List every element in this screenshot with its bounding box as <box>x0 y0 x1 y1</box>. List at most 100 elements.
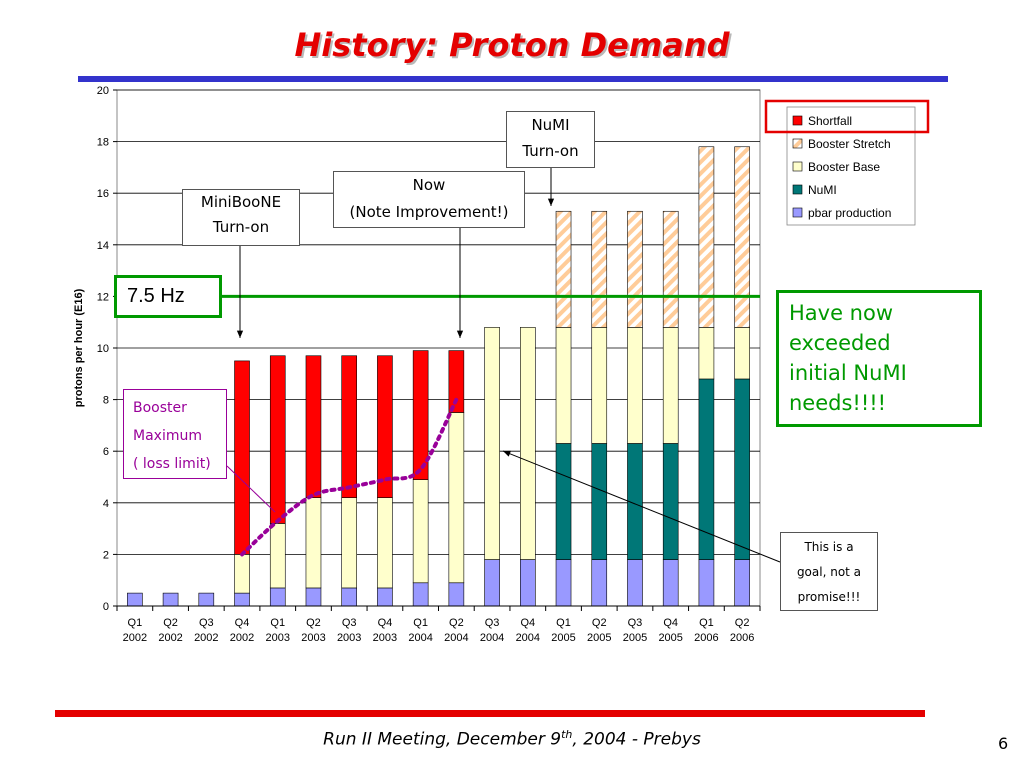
bar-shortfall <box>341 355 357 498</box>
bar-numi <box>591 443 608 560</box>
legend-label: Booster Stretch <box>808 137 891 151</box>
x-tick-label-year: 2002 <box>230 632 254 644</box>
bar-booster-base <box>412 479 429 584</box>
y-tick-label: 2 <box>103 549 109 561</box>
bar-shortfall <box>269 355 286 524</box>
y-tick-label: 0 <box>103 601 109 613</box>
bar-booster-stretch <box>555 210 572 328</box>
x-tick-label-quarter: Q2 <box>592 617 607 629</box>
bar-booster-base <box>520 327 536 560</box>
x-tick-label-quarter: Q1 <box>270 617 285 629</box>
x-tick-label-year: 2003 <box>373 632 397 644</box>
x-tick-label-year: 2004 <box>408 632 432 644</box>
footer-superscript: th <box>561 728 573 741</box>
bar-pbar-production <box>698 559 715 607</box>
bar-booster-base <box>555 327 572 444</box>
x-tick-label-quarter: Q2 <box>449 617 464 629</box>
booster-line2: Maximum <box>133 428 202 444</box>
x-tick-label-year: 2002 <box>123 632 147 644</box>
bar-booster-base <box>698 327 715 380</box>
y-tick-label: 8 <box>103 395 109 407</box>
bar-booster-stretch <box>591 210 608 328</box>
bar-pbar-production <box>448 582 465 607</box>
bar-numi <box>734 378 750 560</box>
y-tick-label: 16 <box>97 188 109 200</box>
goal-arrow-head <box>503 450 511 457</box>
legend-label: Booster Base <box>808 160 880 174</box>
bar-booster-base <box>305 497 322 589</box>
exceeded-line3: initial NuMI <box>789 361 907 385</box>
bar-booster-stretch <box>627 210 643 328</box>
bar-numi <box>555 443 572 560</box>
slide-title: History: Proton Demand <box>294 26 730 64</box>
miniboone-line2: Turn-on <box>212 218 270 236</box>
x-tick-label-quarter: Q4 <box>235 617 250 629</box>
x-tick-label-year: 2003 <box>301 632 325 644</box>
bar-pbar-production <box>162 592 179 607</box>
bar-booster-base <box>627 327 643 444</box>
x-tick-label-year: 2004 <box>480 632 504 644</box>
footer-rest: , 2004 - Prebys <box>572 729 701 750</box>
x-tick-label-year: 2003 <box>337 632 361 644</box>
legend-label: NuMI <box>808 183 837 197</box>
bar-pbar-production <box>341 587 357 607</box>
y-axis-label: protons per hour (E16) <box>73 288 85 407</box>
y-tick-label: 18 <box>97 137 109 149</box>
x-tick-label-quarter: Q1 <box>556 617 571 629</box>
bar-pbar-production <box>412 582 429 607</box>
y-tick-label: 6 <box>103 446 109 458</box>
bar-booster-stretch <box>662 210 679 328</box>
bar-booster-base <box>484 327 500 560</box>
bar-pbar-production <box>127 592 143 607</box>
y-tick-label: 4 <box>103 498 109 510</box>
booster-pointer <box>226 465 276 513</box>
bar-booster-stretch <box>734 146 750 328</box>
numi-callout: NuMI Turn-on <box>506 111 595 168</box>
x-tick-label-year: 2006 <box>730 632 754 644</box>
y-tick-label: 12 <box>97 291 109 303</box>
bar-pbar-production <box>198 592 215 607</box>
shortfall-highlight <box>764 99 930 134</box>
page-number: 6 <box>998 734 1009 753</box>
bar-shortfall <box>234 360 250 555</box>
bar-pbar-production <box>627 559 643 607</box>
x-tick-label-year: 2004 <box>444 632 468 644</box>
x-tick-label-quarter: Q4 <box>663 617 678 629</box>
booster-maximum-curve <box>240 397 459 557</box>
x-tick-label-year: 2005 <box>551 632 575 644</box>
exceeded-line2: exceeded <box>789 331 891 355</box>
x-tick-label-year: 2003 <box>266 632 290 644</box>
x-tick-label-quarter: Q1 <box>128 617 143 629</box>
x-tick-label-year: 2005 <box>623 632 647 644</box>
goal-line1: This is a <box>804 540 854 554</box>
x-tick-label-quarter: Q1 <box>699 617 714 629</box>
exceeded-line1: Have now <box>789 301 894 325</box>
now-line1: Now <box>412 176 446 194</box>
footer-text: Run II Meeting, December 9th, 2004 - Pre… <box>0 728 1024 750</box>
bar-booster-base <box>234 554 250 594</box>
x-tick-label-year: 2004 <box>516 632 540 644</box>
bottom-rule <box>55 710 925 717</box>
legend-swatch <box>792 207 803 218</box>
bar-booster-stretch <box>698 146 715 328</box>
bar-pbar-production <box>305 587 322 607</box>
x-tick-label-quarter: Q2 <box>735 617 750 629</box>
legend-swatch <box>792 115 803 126</box>
bar-pbar-production <box>734 559 750 607</box>
bar-booster-base <box>591 327 608 444</box>
x-tick-label-quarter: Q2 <box>306 617 321 629</box>
now-arrow-head <box>456 330 464 338</box>
x-tick-label-year: 2002 <box>158 632 182 644</box>
legend-swatch <box>792 161 803 172</box>
booster-line3: ( loss limit) <box>133 456 211 472</box>
legend-swatch <box>792 184 803 195</box>
bar-numi <box>662 443 679 560</box>
miniboone-arrow-head <box>236 330 244 338</box>
goal-arrow <box>502 450 781 563</box>
top-rule <box>78 76 948 82</box>
exceeded-callout: Have now exceeded initial NuMI needs!!!! <box>776 290 982 427</box>
numi-arrow-head <box>547 198 555 206</box>
goal-line2: goal, not a <box>796 565 862 579</box>
bar-shortfall <box>305 355 322 498</box>
x-tick-label-quarter: Q2 <box>163 617 178 629</box>
